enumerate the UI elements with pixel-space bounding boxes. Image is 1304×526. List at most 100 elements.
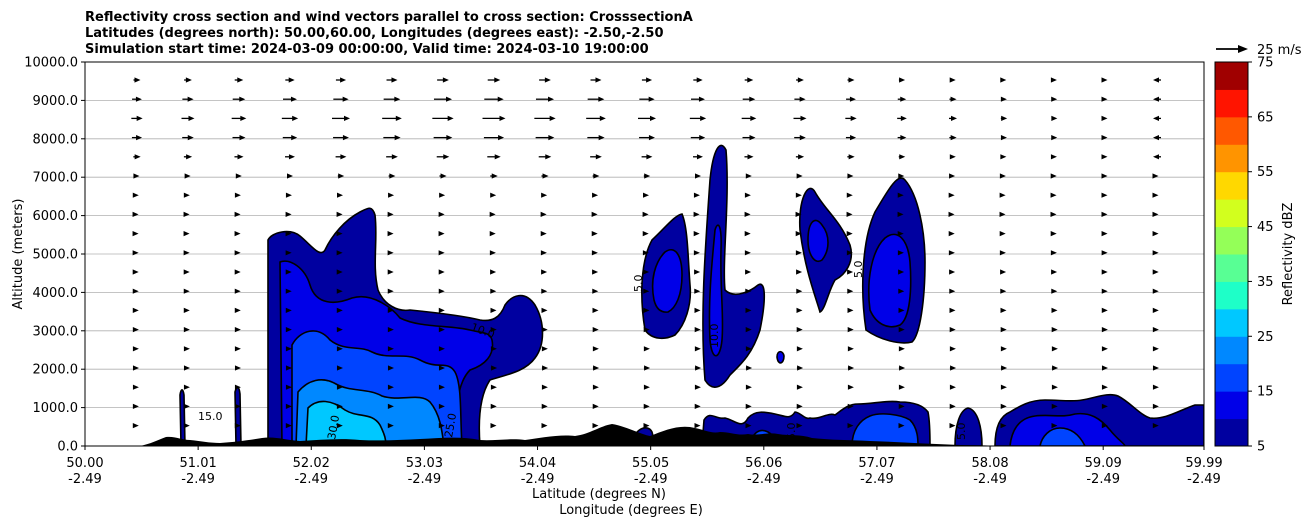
x-axis-label-latitude: Latitude (degrees N) — [532, 487, 666, 502]
wind-vector-head — [999, 211, 1006, 217]
wind-vector-head — [548, 135, 555, 141]
wind-vector-head — [1001, 365, 1008, 371]
wind-vector-head — [592, 327, 599, 333]
x-tick-label-latitude: 59.99 — [1185, 456, 1222, 471]
wind-vector-head — [395, 115, 402, 121]
wind-vector-head — [132, 403, 139, 409]
wind-vector-head — [285, 288, 292, 294]
wind-vector-head — [387, 423, 394, 429]
wind-vector-head — [1000, 288, 1007, 294]
wind-vector-head — [592, 307, 599, 313]
wind-vector-head — [1153, 96, 1159, 102]
wind-vector-head — [694, 288, 701, 294]
wind-vector-head — [490, 346, 497, 352]
wind-vector-head — [132, 288, 139, 294]
wind-vector-head — [900, 96, 907, 102]
wind-vector-head — [899, 77, 906, 83]
wind-vector-head — [1152, 192, 1159, 198]
wind-vector-head — [1152, 173, 1159, 179]
wind-vector-head — [1152, 365, 1159, 371]
wind-vector-head — [898, 327, 905, 333]
wind-vector-head — [234, 384, 241, 390]
wind-vector-head — [744, 250, 751, 256]
wind-vector-head — [285, 231, 292, 237]
wind-vector-head — [846, 250, 853, 256]
wind-vector-head — [234, 423, 241, 429]
wind-vector-head — [540, 250, 547, 256]
contour-label: 5.0 — [632, 275, 645, 293]
wind-vector-head — [747, 154, 754, 160]
wind-vector-head — [490, 269, 497, 275]
wind-vector-head — [643, 384, 650, 390]
wind-vector-head — [342, 96, 349, 102]
wind-vector-field — [131, 77, 1161, 429]
colorbar-segment — [1215, 363, 1248, 392]
wind-vector-head — [949, 77, 956, 83]
wind-vector-head — [1051, 269, 1058, 275]
wind-vector-head — [1101, 288, 1108, 294]
wind-vector-head — [490, 192, 497, 198]
wind-vector-head — [285, 346, 292, 352]
wind-vector-head — [494, 154, 501, 160]
wind-vector-head — [698, 96, 705, 102]
wind-vector-head — [999, 192, 1006, 198]
wind-vector-head — [1152, 327, 1159, 333]
wind-vector-head — [234, 192, 241, 198]
wind-vector-head — [950, 96, 957, 102]
wind-vector-head — [391, 154, 398, 160]
wind-vector-head — [342, 135, 349, 141]
wind-vector-head — [643, 403, 650, 409]
wind-vector-head — [132, 307, 139, 313]
wind-vector-head — [796, 288, 803, 294]
wind-vector-head — [1000, 135, 1007, 141]
wind-vector-head — [446, 135, 453, 141]
wind-vector-head — [795, 192, 802, 198]
wind-vector-head — [1101, 154, 1108, 160]
x-tick-label-latitude: 50.00 — [66, 456, 103, 471]
wind-vector-head — [446, 96, 453, 102]
wind-vector-head — [1101, 403, 1108, 409]
x-tick-label-longitude: -2.49 — [181, 472, 215, 487]
wind-vector-head — [389, 173, 396, 179]
wind-vector-head — [797, 365, 804, 371]
reflectivity-field — [179, 144, 1204, 446]
wind-vector-head — [1000, 327, 1007, 333]
wind-vector-head — [438, 269, 445, 275]
colorbar-segment — [1215, 199, 1248, 228]
y-tick-label: 4000.0 — [33, 286, 79, 301]
wind-vector-head — [745, 423, 752, 429]
wind-vector-head — [186, 154, 193, 160]
wind-vector-head — [545, 154, 552, 160]
wind-vector-head — [847, 269, 854, 275]
colorbar-segment — [1215, 62, 1248, 90]
wind-vector-head — [644, 365, 651, 371]
wind-vector-head — [1051, 346, 1058, 352]
wind-vector-head — [337, 192, 344, 198]
wind-vector-head — [387, 365, 394, 371]
wind-vector-head — [439, 192, 446, 198]
wind-vector-head — [183, 192, 190, 198]
wind-vector-head — [648, 96, 655, 102]
wind-vector-head — [847, 384, 854, 390]
wind-vector-head — [541, 384, 548, 390]
wind-vector-head — [489, 211, 496, 217]
wind-vector-head — [643, 269, 650, 275]
contour-label: 25.0 — [442, 412, 459, 438]
wind-vector-head — [897, 192, 904, 198]
wind-vector-head — [285, 250, 292, 256]
wind-vector-head — [694, 307, 701, 313]
wind-vector-head — [336, 211, 343, 217]
wind-vector-head — [387, 307, 394, 313]
wind-vector-head — [490, 403, 497, 409]
wind-vector-head — [438, 365, 445, 371]
wind-vector-head — [950, 365, 957, 371]
colorbar-segment — [1215, 391, 1248, 420]
title-line-3: Simulation start time: 2024-03-09 00:00:… — [85, 42, 649, 57]
wind-vector-head — [542, 173, 549, 179]
wind-vector-head — [950, 115, 957, 121]
wind-vector-head — [800, 115, 807, 121]
wind-vector-head — [387, 288, 394, 294]
wind-vector-head — [745, 403, 752, 409]
colorbar-tick-label: 25 — [1257, 330, 1274, 345]
